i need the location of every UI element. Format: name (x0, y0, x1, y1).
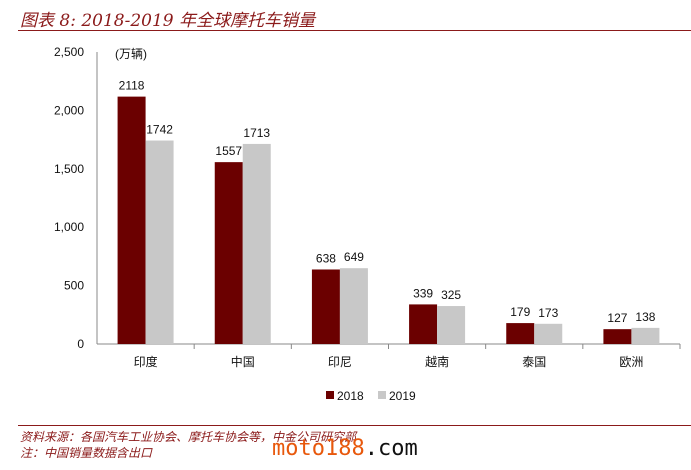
data-label: 1557 (215, 144, 242, 158)
y-tick-label: 1,500 (54, 162, 84, 176)
data-label: 179 (510, 305, 530, 319)
bar-2018 (506, 323, 535, 344)
legend-swatch (378, 391, 386, 399)
bar-2018 (603, 329, 632, 344)
x-tick-label: 中国 (231, 354, 255, 369)
y-tick-label: 2,000 (54, 103, 84, 117)
data-label: 127 (607, 311, 627, 325)
data-label: 649 (344, 250, 364, 264)
title-divider (18, 30, 691, 31)
y-tick-label: 1,000 (54, 220, 84, 234)
data-label: 1713 (243, 126, 270, 140)
x-tick-label: 印尼 (328, 355, 352, 369)
y-tick-label: 0 (77, 337, 84, 351)
chart-title: 图表 8: 2018-2019 年全球摩托车销量 (20, 11, 316, 31)
source-note: 资料来源：各国汽车工业协会、摩托车协会等，中金公司研究部 (20, 430, 357, 444)
bar-2019 (242, 143, 271, 344)
data-label: 173 (538, 306, 558, 320)
legend-label: 2019 (389, 389, 416, 403)
legend-swatch (326, 391, 334, 399)
bar-2019 (145, 140, 174, 344)
x-tick-label: 泰国 (522, 355, 546, 369)
data-label: 339 (413, 286, 433, 300)
footnote: 注：中国销量数据含出口 (20, 446, 153, 460)
data-label: 1742 (146, 123, 173, 137)
legend-label: 2018 (337, 389, 364, 403)
bar-chart: 0 500 1,000 1,500 2,000 2,500 (万辆) 2118 1742 印度 15… (54, 45, 681, 403)
bar-2019 (534, 323, 563, 344)
bar-2019 (631, 327, 660, 344)
bar-2018 (117, 96, 146, 344)
y-axis-unit: (万辆) (115, 47, 147, 61)
bar-2019 (437, 306, 466, 344)
watermark: moto188.com (272, 436, 418, 461)
bar-2018 (214, 162, 243, 344)
bar-2018 (311, 269, 340, 344)
data-label: 2118 (119, 79, 145, 93)
x-tick-label: 印度 (134, 354, 158, 369)
data-label: 638 (316, 251, 336, 265)
y-tick-label: 2,500 (54, 45, 84, 59)
bar-2019 (339, 268, 368, 344)
data-label: 325 (441, 288, 461, 302)
footer-divider (18, 425, 691, 426)
x-tick-label: 越南 (425, 354, 449, 369)
y-tick-label: 500 (64, 279, 84, 293)
x-tick-label: 欧洲 (619, 355, 643, 369)
data-label: 138 (635, 310, 655, 324)
bar-2018 (409, 304, 438, 344)
